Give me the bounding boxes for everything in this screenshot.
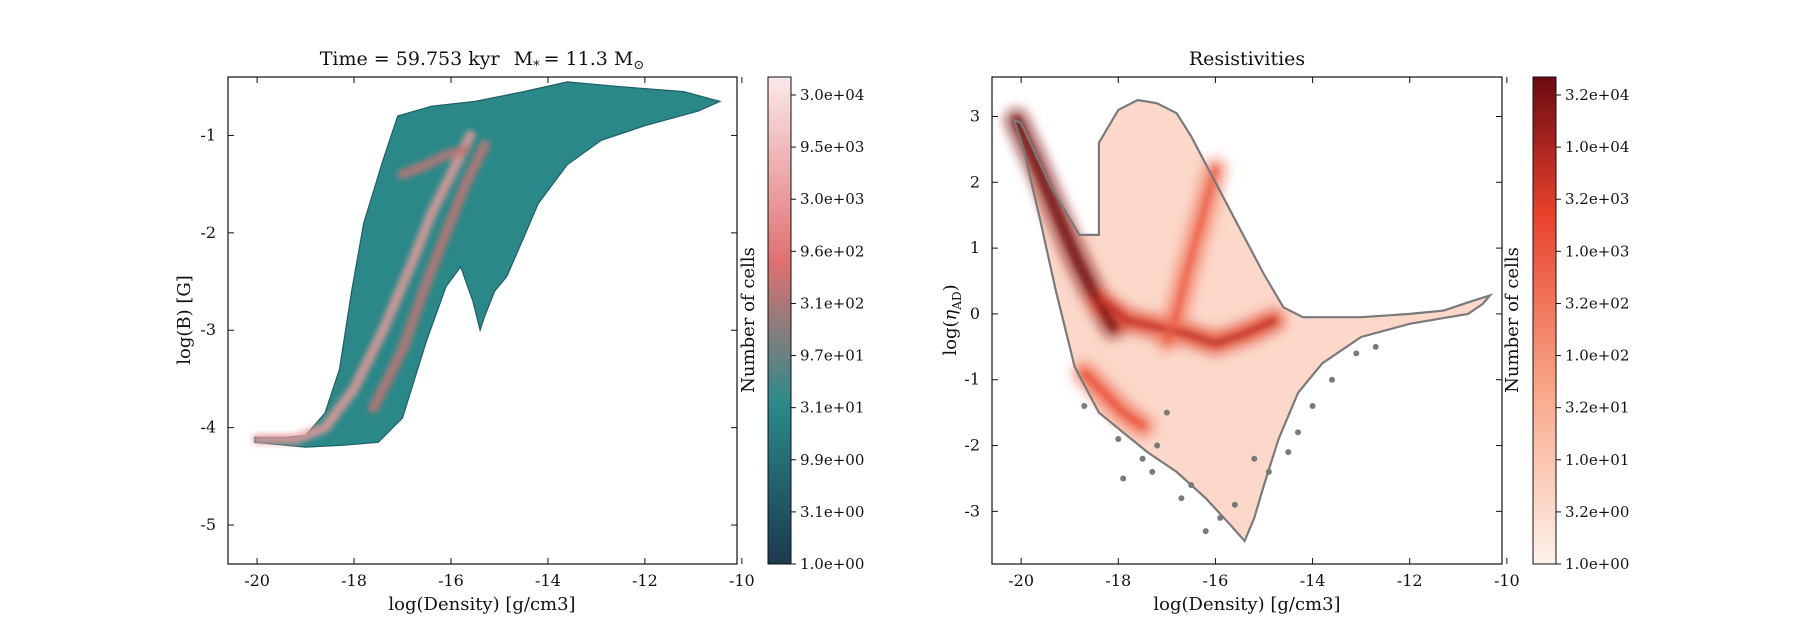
colorbar-2-label: Number of cells (1502, 247, 1523, 393)
y-tick-label: 1 (970, 238, 980, 257)
panel1-heatmap (252, 81, 722, 448)
panel1-title: Time = 59.753 kyr M* = 11.3 M⊙ (320, 48, 645, 74)
colorbar-1-label: Number of cells (738, 247, 759, 393)
colorbar-tick-label: 9.9e+00 (800, 451, 864, 469)
x-tick-label: -10 (729, 571, 755, 590)
x-tick-label: -12 (1397, 571, 1423, 590)
outlier-point (1081, 403, 1088, 410)
y-tick-label: -3 (200, 320, 216, 339)
colorbar-1-gradient (767, 76, 792, 565)
y-tick-label: 0 (970, 304, 980, 323)
outlier-point (1120, 475, 1127, 482)
y-tick-label: 3 (970, 106, 980, 125)
panel2-ylabel: log(ηAD) (940, 284, 964, 355)
outlier-point (1231, 501, 1238, 508)
panel1-ylabel: log(B) [G] (174, 275, 195, 365)
outlier-point (1139, 455, 1146, 462)
y-tick-label: -1 (200, 125, 216, 144)
colorbar-tick-label: 3.2e+03 (1565, 190, 1629, 208)
outlier-point (1115, 435, 1122, 442)
colorbar-tick-label: 1.0e+00 (1565, 555, 1629, 573)
x-tick-label: -20 (1008, 571, 1034, 590)
panel2-axes-frame (991, 76, 1503, 565)
panel2-heatmap (1005, 98, 1494, 544)
y-tick-label: -1 (964, 370, 980, 389)
colorbar-tick-label: 9.5e+03 (800, 138, 864, 156)
heatmap-region (254, 81, 722, 448)
heatmap-outline (1012, 98, 1494, 544)
density-ridge-core-2 (1095, 297, 1277, 347)
colorbar-tick-label: 3.2e+04 (1565, 86, 1629, 104)
colorbar-tick-label: 1.0e+04 (1565, 138, 1629, 156)
panel1-xlabel: log(Density) [g/cm3] (388, 594, 575, 615)
colorbar-2: 1.0e+00 3.2e+00 1.0e+01 3.2e+01 1.0e+02 3.2e+… (1502, 76, 1629, 573)
outlier-point (1309, 403, 1316, 410)
outlier-point (1329, 376, 1335, 383)
outlier-point (1265, 468, 1272, 475)
colorbar-tick-label: 1.0e+02 (1565, 347, 1629, 365)
outlier-point (1149, 468, 1156, 475)
x-tick-label: -14 (1300, 571, 1326, 590)
x-tick-label: -18 (341, 571, 367, 590)
colorbar-tick-label: 3.1e+00 (800, 503, 864, 521)
y-tick-label: 2 (970, 172, 980, 191)
colorbar-tick-label: 3.0e+04 (800, 86, 864, 104)
outlier-point (1202, 528, 1209, 535)
outlier-point (1285, 449, 1292, 456)
colorbar-tick-label: 3.1e+01 (800, 399, 864, 417)
outlier-point (1188, 482, 1195, 489)
density-ridge-1 (252, 130, 476, 445)
outlier-point (1295, 429, 1301, 436)
colorbar-2-gradient (1532, 76, 1557, 565)
colorbar-tick-label: 1.0e+01 (1565, 451, 1629, 469)
density-ridge-3 (397, 145, 471, 180)
y-tick-label: -2 (200, 223, 216, 242)
x-tick-label: -16 (438, 571, 464, 590)
y-tick-label: -2 (964, 436, 980, 455)
colorbar-tick-label: 9.7e+01 (800, 347, 864, 365)
outlier-point (1154, 442, 1161, 449)
colorbar-tick-label: 3.2e+00 (1565, 503, 1629, 521)
colorbar-tick-label: 1.0e+03 (1565, 242, 1629, 260)
x-tick-label: -12 (632, 571, 658, 590)
outlier-point (1372, 343, 1379, 350)
colorbar-tick-label: 1.0e+00 (800, 555, 864, 573)
density-ridge-core-3 (1163, 166, 1219, 344)
x-tick-label: -14 (535, 571, 561, 590)
outlier-point (1251, 455, 1258, 462)
colorbar-1: 1.0e+00 3.1e+00 9.9e+00 3.1e+01 9.7e+01 3.1e+… (738, 76, 864, 573)
colorbar-tick-label: 3.2e+01 (1565, 399, 1629, 417)
panel1-axes-frame (227, 76, 738, 565)
magnetic-field-panel: Time = 59.753 kyr M* = 11.3 M⊙ -20 -18 -16 -1… (174, 48, 755, 615)
resistivity-panel: Resistivities -20 -18 -16 -14 -12 -10 -3-2-10… (940, 48, 1520, 615)
outlier-point (1163, 409, 1170, 416)
density-ridge-2 (368, 140, 490, 414)
colorbar-tick-label: 3.0e+03 (800, 190, 864, 208)
x-tick-label: -16 (1203, 571, 1229, 590)
panel2-title: Resistivities (1189, 48, 1305, 70)
density-ridge-core-4 (1081, 370, 1146, 429)
y-tick-label: -3 (964, 501, 980, 520)
panel2-xlabel: log(Density) [g/cm3] (1153, 594, 1340, 615)
y-tick-label: -4 (200, 418, 216, 437)
outlier-point (1178, 495, 1185, 502)
outlier-point (1217, 514, 1224, 521)
outlier-point (1353, 350, 1360, 357)
y-tick-label: -5 (200, 515, 216, 534)
colorbar-tick-label: 3.1e+02 (800, 294, 864, 312)
colorbar-tick-label: 9.6e+02 (800, 242, 864, 260)
colorbar-tick-label: 3.2e+02 (1565, 294, 1629, 312)
x-tick-label: -18 (1105, 571, 1131, 590)
x-tick-label: -10 (1494, 571, 1520, 590)
x-tick-label: -20 (244, 571, 270, 590)
